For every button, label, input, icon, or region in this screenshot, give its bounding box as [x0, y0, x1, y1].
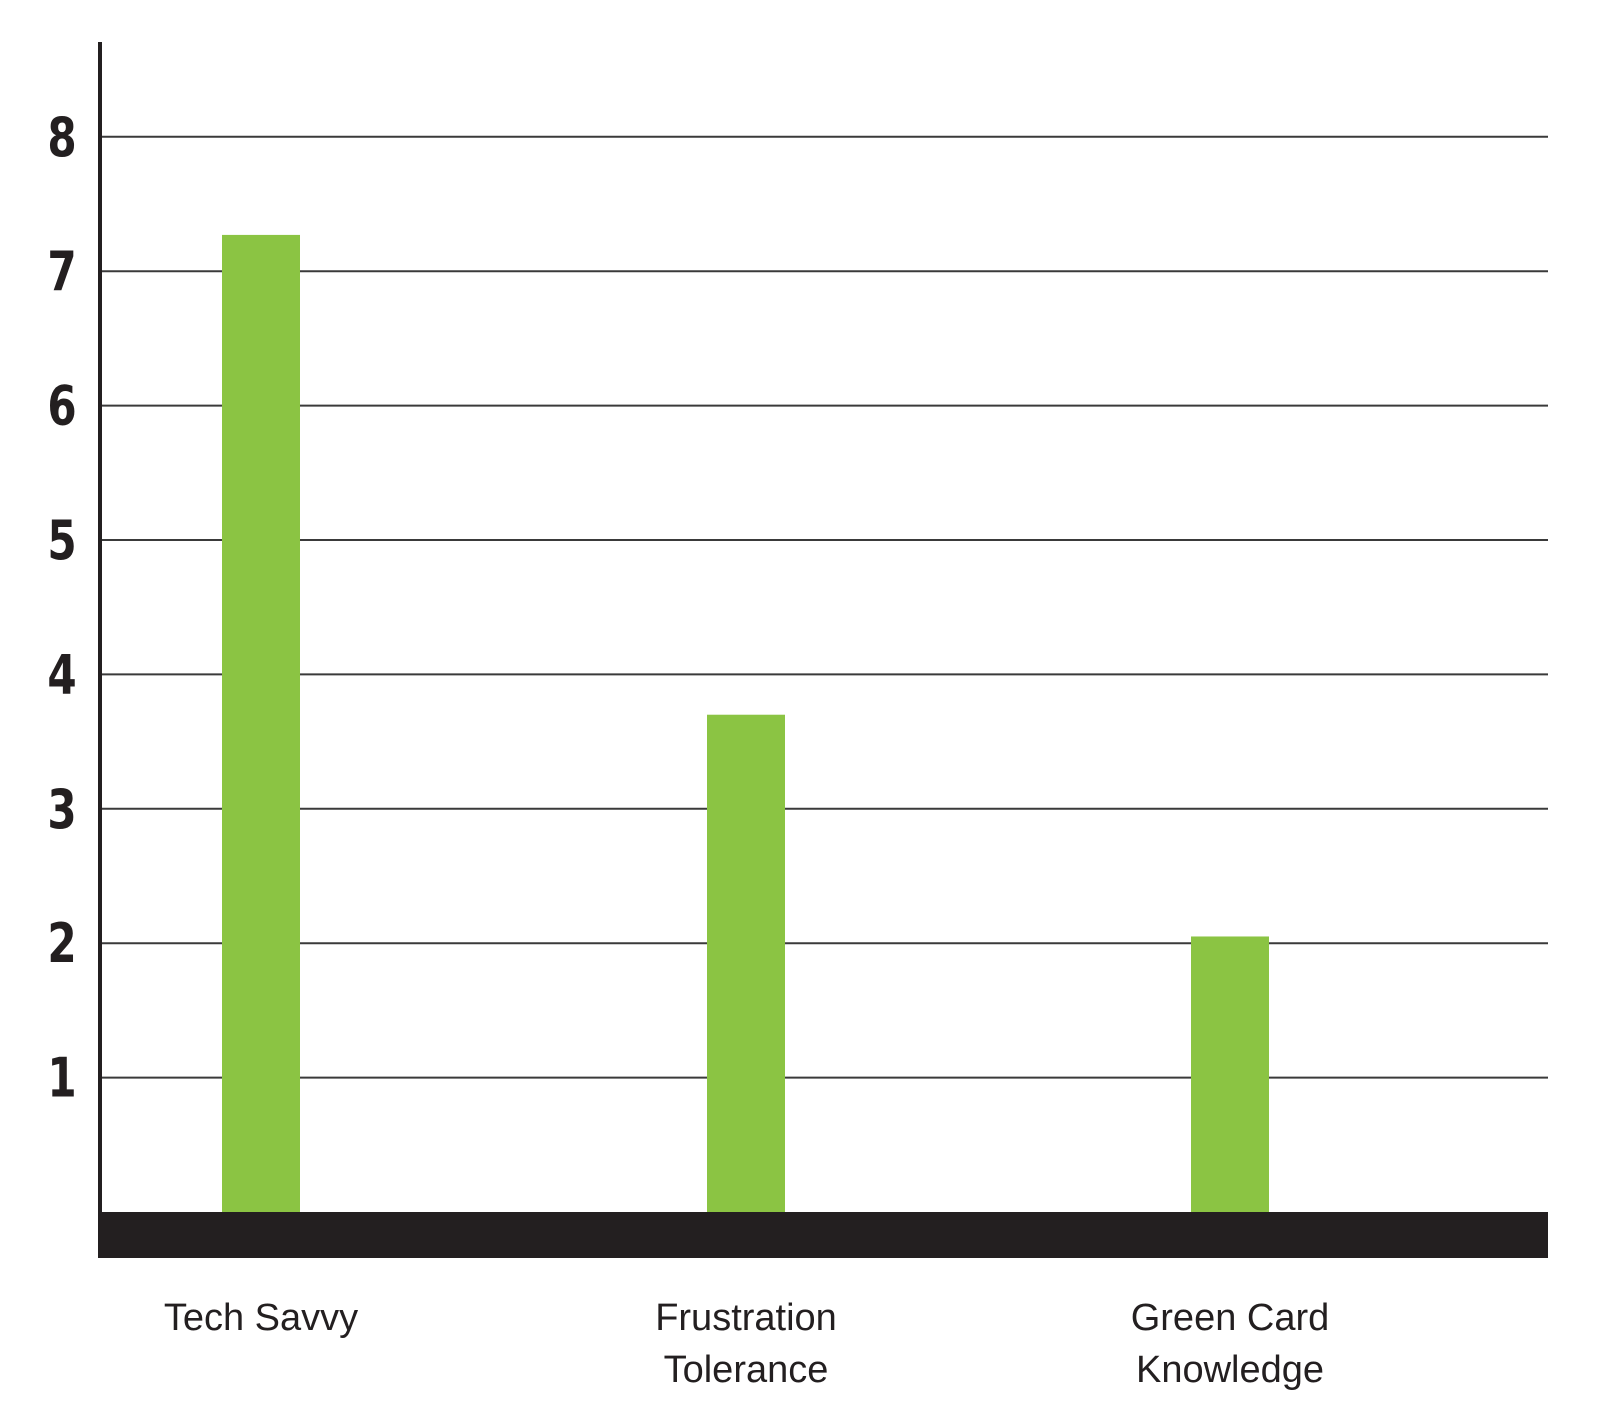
x-tick-label-2-line-1: Frustration — [655, 1297, 837, 1339]
y-tick-label-8: 8 — [47, 107, 76, 169]
x-tick-labels: Tech Savvy Frustration Tolerance Green Card… — [164, 1297, 1329, 1391]
y-tick-label-3: 3 — [47, 779, 76, 841]
x-tick-label-1-line-1: Tech Savvy — [164, 1297, 358, 1339]
y-tick-label-4: 4 — [47, 644, 76, 706]
y-tick-label-1: 1 — [47, 1048, 76, 1110]
bars — [222, 234, 1269, 1213]
x-tick-label-3-line-2: Knowledge — [1136, 1349, 1324, 1391]
x-axis-baseline — [98, 1212, 1548, 1258]
y-tick-label-7: 7 — [47, 241, 76, 303]
bar-1 — [222, 234, 300, 1213]
y-tick-labels: 1 2 3 4 5 6 7 8 — [47, 107, 76, 1110]
x-tick-label-3-line-1: Green Card — [1131, 1297, 1330, 1339]
x-tick-label-2-line-2: Tolerance — [664, 1349, 829, 1391]
y-tick-label-2: 2 — [47, 913, 76, 975]
y-tick-label-6: 6 — [47, 376, 76, 438]
y-tick-label-5: 5 — [47, 510, 76, 572]
bar-3 — [1191, 936, 1269, 1212]
gridlines — [100, 135, 1548, 1079]
bar-2 — [707, 714, 785, 1212]
